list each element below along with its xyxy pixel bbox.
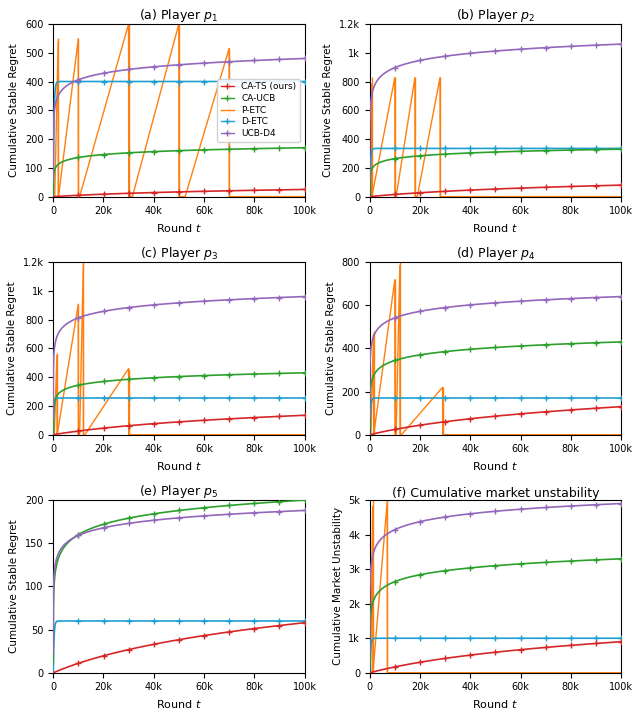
X-axis label: Round $t$: Round $t$	[472, 460, 518, 472]
Title: (b) Player $p_2$: (b) Player $p_2$	[456, 7, 535, 24]
X-axis label: Round $t$: Round $t$	[472, 698, 518, 710]
Title: (d) Player $p_4$: (d) Player $p_4$	[456, 245, 535, 262]
Legend: CA-TS (ours), CA-UCB, P-ETC, D-ETC, UCB-D4: CA-TS (ours), CA-UCB, P-ETC, D-ETC, UCB-…	[217, 79, 300, 142]
Title: (c) Player $p_3$: (c) Player $p_3$	[140, 245, 218, 262]
Y-axis label: Cumulative Stable Regret: Cumulative Stable Regret	[323, 44, 333, 177]
Y-axis label: Cumulative Stable Regret: Cumulative Stable Regret	[10, 44, 19, 177]
Title: (a) Player $p_1$: (a) Player $p_1$	[140, 7, 218, 24]
Y-axis label: Cumulative Stable Regret: Cumulative Stable Regret	[7, 282, 17, 415]
Title: (f) Cumulative market unstability: (f) Cumulative market unstability	[392, 487, 599, 500]
X-axis label: Round $t$: Round $t$	[156, 460, 202, 472]
X-axis label: Round $t$: Round $t$	[156, 698, 202, 710]
Y-axis label: Cumulative Stable Regret: Cumulative Stable Regret	[10, 520, 19, 653]
Y-axis label: Cumulative Stable Regret: Cumulative Stable Regret	[326, 282, 336, 415]
Y-axis label: Cumulative Market Unstability: Cumulative Market Unstability	[333, 508, 342, 665]
X-axis label: Round $t$: Round $t$	[472, 222, 518, 234]
X-axis label: Round $t$: Round $t$	[156, 222, 202, 234]
Title: (e) Player $p_5$: (e) Player $p_5$	[140, 483, 218, 500]
